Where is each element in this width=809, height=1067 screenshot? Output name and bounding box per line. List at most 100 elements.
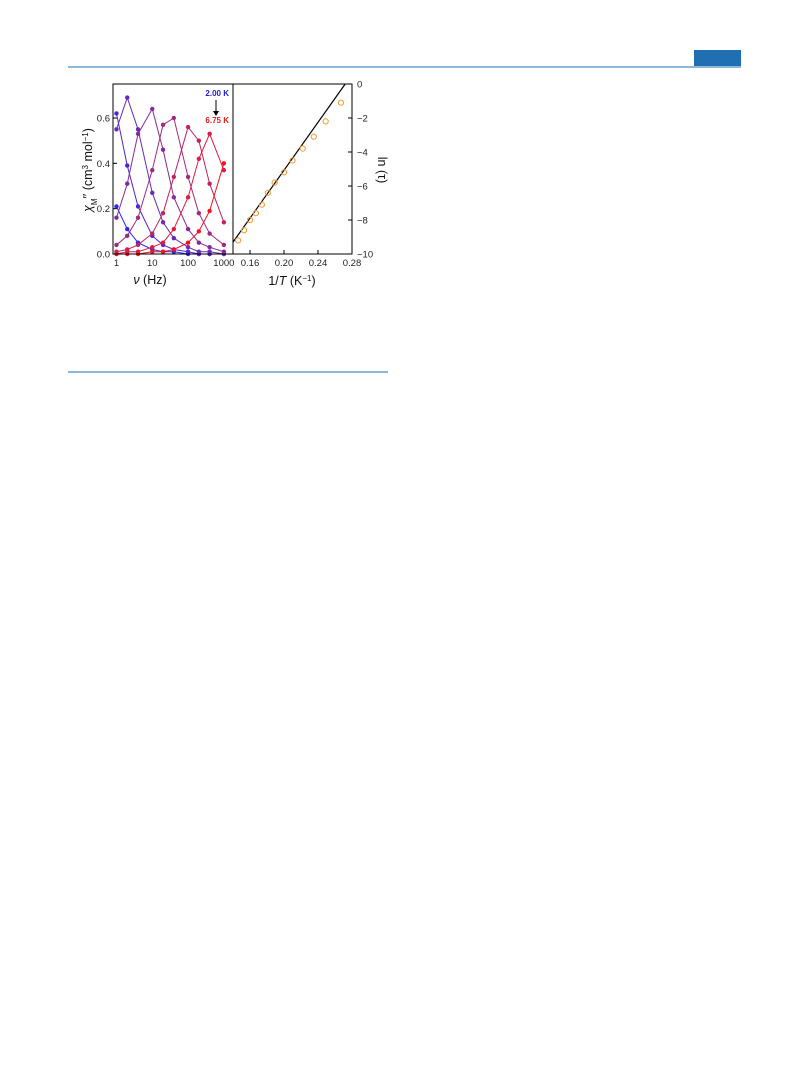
- data-point: [185, 240, 191, 245]
- series-line: [115, 107, 225, 253]
- y-axis-title-part: M: [90, 198, 99, 205]
- data-point: [196, 138, 202, 143]
- data-point: [185, 195, 191, 200]
- data-point: [125, 95, 130, 100]
- annotation: 2.00 K: [205, 89, 229, 98]
- data-point: [322, 118, 329, 125]
- y-axis-title: χM′′ (cm3 mol−1): [81, 128, 99, 213]
- data-point: [271, 179, 278, 186]
- data-point: [171, 247, 177, 252]
- data-point: [207, 245, 212, 250]
- x-tick-label: 0.24: [309, 258, 328, 269]
- data-point: [289, 157, 296, 164]
- data-point: [252, 210, 260, 217]
- x-axis-title-part: ): [312, 274, 316, 288]
- x-axis-title-part: (Hz): [140, 273, 167, 287]
- data-point: [135, 242, 141, 248]
- data-point: [160, 240, 166, 245]
- data-point: [135, 204, 141, 209]
- y-tick-label: −2: [357, 114, 368, 125]
- y-tick-label: −4: [357, 148, 368, 159]
- data-point: [221, 249, 227, 254]
- y-tick-label: 0: [357, 80, 362, 91]
- data-point: [310, 133, 317, 140]
- data-point: [337, 99, 345, 106]
- data-point: [196, 240, 202, 245]
- x-axis-title-part: ν: [133, 273, 140, 287]
- data-point: [160, 249, 166, 254]
- y-tick-label: −8: [357, 216, 368, 227]
- series-line: [116, 125, 225, 253]
- data-point: [221, 242, 227, 248]
- y-axis-title-part: 3: [81, 164, 90, 169]
- data-point: [114, 127, 119, 132]
- plots: 1 10 100 1000 0.0 0.2 0.4 0.6 2.00 K 6.75 K 0.16 0.…: [97, 80, 373, 270]
- y-tick-label: 0.6: [97, 114, 110, 125]
- data-point: [125, 181, 130, 186]
- data-point: [196, 211, 202, 216]
- y-tick-label: −10: [357, 250, 373, 261]
- series-line: [115, 96, 224, 255]
- fit-line: [232, 83, 346, 243]
- data-point: [207, 249, 212, 254]
- data-point: [171, 195, 177, 200]
- data-point: [125, 163, 130, 168]
- x-axis-title-part: T: [279, 274, 288, 288]
- annotation-arrowhead: [213, 111, 219, 116]
- plot-frame: [232, 83, 353, 255]
- data-point: [221, 167, 227, 173]
- series-line: [116, 117, 225, 246]
- data-point: [196, 156, 202, 161]
- data-point: [185, 245, 191, 250]
- y-axis-title-part: ′′ (cm: [81, 169, 95, 198]
- x-axis-title-part: 1/: [268, 274, 279, 288]
- data-point: [240, 227, 248, 234]
- data-point: [135, 215, 141, 220]
- annotation: 6.75 K: [205, 116, 229, 125]
- data-point: [235, 237, 242, 244]
- x-axis-title-part: −1: [302, 274, 312, 283]
- data-point: [135, 127, 141, 132]
- data-point: [171, 115, 177, 121]
- x-tick-label: 1000: [213, 258, 234, 269]
- data-point: [160, 220, 166, 225]
- data-point: [207, 131, 212, 137]
- y-axis-title: ln (τ): [375, 157, 389, 183]
- data-point: [150, 106, 155, 112]
- data-point: [221, 220, 227, 225]
- data-point: [299, 145, 306, 152]
- header-badge: [694, 50, 741, 66]
- x-tick-label: 100: [180, 258, 196, 269]
- data-point: [264, 189, 271, 196]
- data-point: [280, 169, 288, 176]
- y-axis-title-part: ): [81, 128, 95, 132]
- data-point: [125, 226, 130, 232]
- y-tick-label: 0.2: [97, 204, 110, 215]
- data-point: [171, 235, 177, 241]
- x-tick-label: 0.28: [343, 258, 362, 269]
- y-tick-label: 0.4: [97, 159, 110, 170]
- x-tick-label: 1: [114, 258, 119, 269]
- data-point: [196, 249, 202, 254]
- data-point: [150, 167, 155, 173]
- data-point: [207, 181, 212, 186]
- data-point: [114, 242, 119, 248]
- data-point: [185, 249, 191, 254]
- data-point: [114, 204, 119, 209]
- data-point: [160, 211, 166, 216]
- x-tick-label: 0.20: [275, 258, 294, 269]
- data-point: [221, 161, 227, 166]
- data-point: [114, 215, 119, 220]
- y-tick-label: 0.0: [97, 250, 110, 261]
- data-point: [185, 174, 191, 180]
- data-point: [185, 124, 191, 130]
- data-point: [114, 111, 119, 116]
- data-point: [125, 233, 130, 239]
- data-point: [160, 122, 166, 128]
- x-axis-title: ν (Hz): [133, 273, 166, 287]
- y-axis-title-part: χ: [81, 205, 95, 213]
- data-point: [160, 147, 166, 152]
- x-tick-label: 10: [147, 258, 158, 269]
